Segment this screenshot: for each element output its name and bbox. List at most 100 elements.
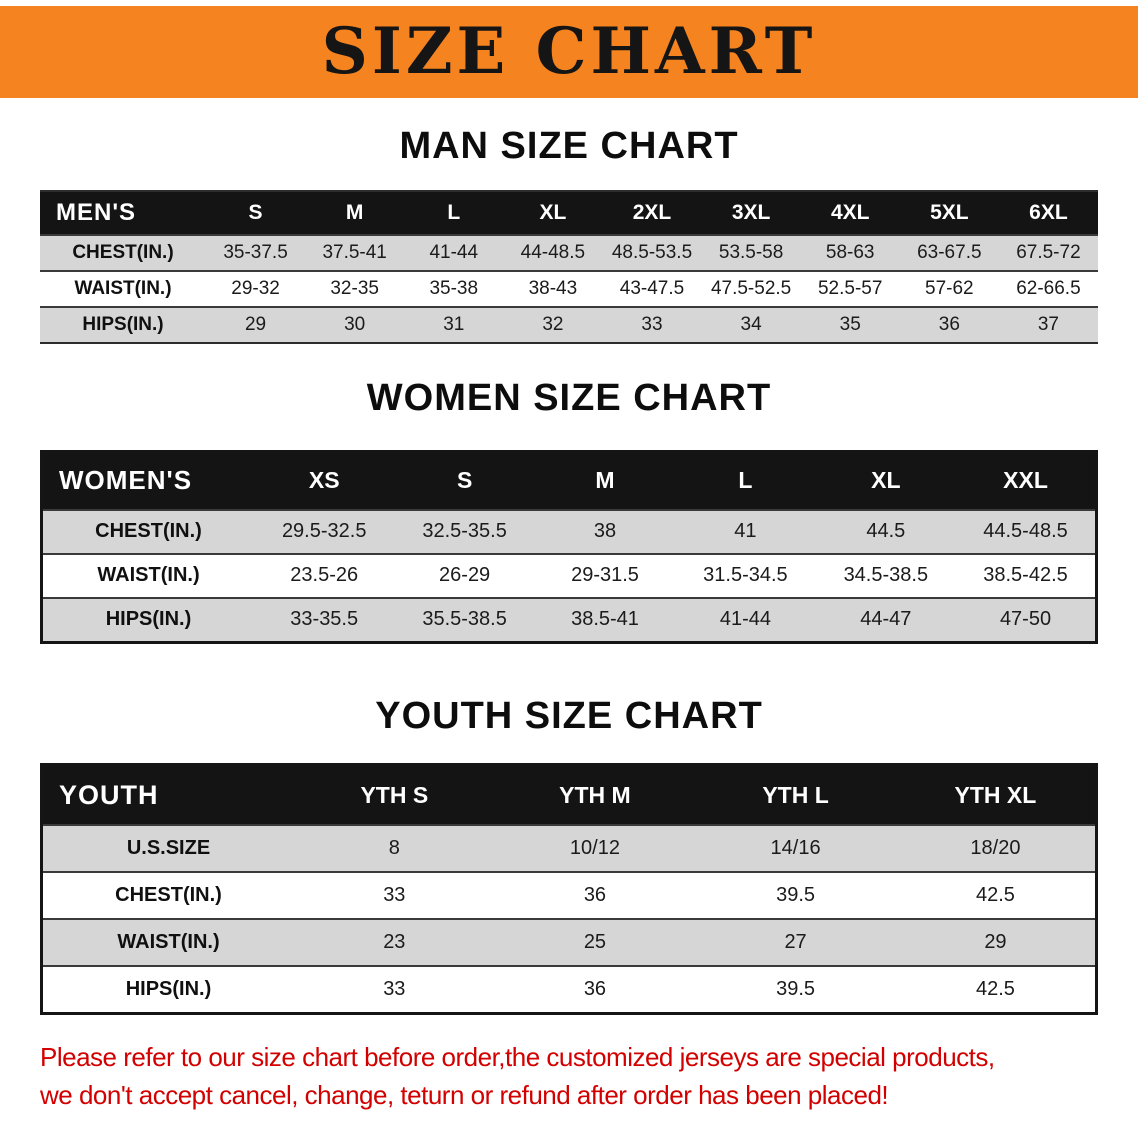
women-section-heading: WOMEN SIZE CHART <box>366 376 772 419</box>
value-cell: 35-37.5 <box>223 241 288 263</box>
size-column-header: S <box>394 451 535 510</box>
size-column-header: L <box>404 190 504 235</box>
measurement-row: WAIST(IN.) 29-32 32-35 35-38 38-43 43-47.5 47.… <box>40 270 1098 307</box>
women-size-table: WOMEN'S XS S M L XL XXL CHEST(IN.) 29.5-32.5 32.5… <box>40 449 1098 644</box>
size-column-header: M <box>305 190 405 235</box>
women-size-chart-section: WOMEN SIZE CHART WOMEN'S XS S M L XL XXL CHEST(… <box>0 376 1138 644</box>
size-column-header: 3XL <box>701 190 801 235</box>
value-cell: 32-35 <box>330 277 379 299</box>
row-label-cell: WAIST(IN.) <box>97 564 200 587</box>
value-cell: 10/12 <box>569 837 620 860</box>
value-cell: 57-62 <box>925 277 974 299</box>
size-column-header: L <box>675 451 816 510</box>
value-cell: 29 <box>244 313 267 335</box>
youth-size-table: YOUTH YTH S YTH M YTH L YTH XL U.S.SIZE 8 10/12… <box>40 763 1098 1016</box>
value-cell: 31.5-34.5 <box>703 564 788 587</box>
disclaimer: Please refer to our size chart before or… <box>40 1039 1098 1114</box>
value-cell: 44-48.5 <box>520 241 586 263</box>
page-title: SIZE CHART <box>321 14 817 89</box>
value-cell: 36 <box>583 978 607 1001</box>
value-cell: 67.5-72 <box>1016 241 1081 263</box>
size-column-header: 5XL <box>899 190 999 235</box>
value-cell: 63-67.5 <box>917 241 982 263</box>
measurement-row: WAIST(IN.) 23 25 27 29 <box>41 919 1097 967</box>
table-title-cell: MEN'S <box>40 190 206 235</box>
value-cell: 62-66.5 <box>1016 277 1081 299</box>
men-size-chart-section: MAN SIZE CHART MEN'S S M L XL 2XL 3XL 4XL 5XL 6XL… <box>0 125 1138 344</box>
value-cell: 33 <box>383 884 406 907</box>
value-cell: 47-50 <box>999 608 1052 631</box>
size-column-header: YTH M <box>494 764 696 826</box>
men-section-heading: MAN SIZE CHART <box>399 125 739 167</box>
row-label-cell: WAIST(IN.) <box>117 931 220 954</box>
row-label-cell: HIPS(IN.) <box>105 608 192 631</box>
row-label-cell: CHEST(IN.) <box>95 520 202 543</box>
value-cell: 29-32 <box>231 277 280 299</box>
value-cell: 39.5 <box>776 978 816 1001</box>
disclaimer-line-1: Please refer to our size chart before or… <box>40 1042 995 1073</box>
value-cell: 35.5-38.5 <box>422 608 507 631</box>
value-cell: 23.5-26 <box>290 564 359 587</box>
value-cell: 48.5-53.5 <box>611 241 693 263</box>
value-cell: 29.5-32.5 <box>281 520 367 543</box>
measurement-row: HIPS(IN.) 29 30 31 32 33 34 35 36 37 <box>40 306 1098 343</box>
value-cell: 30 <box>344 313 366 335</box>
value-cell: 29-31.5 <box>571 564 639 587</box>
value-cell: 25 <box>583 931 607 954</box>
value-cell: 39.5 <box>776 884 816 907</box>
header-row: MEN'S S M L XL 2XL 3XL 4XL 5XL 6XL <box>40 190 1098 235</box>
value-cell: 42.5 <box>975 978 1015 1001</box>
size-column-header: 4XL <box>800 190 900 235</box>
table-title-cell: WOMEN'S <box>41 451 254 510</box>
disclaimer-line-2: we don't accept cancel, change, teturn o… <box>40 1080 889 1111</box>
table-title-cell: YOUTH <box>41 764 294 826</box>
value-cell: 44.5 <box>866 520 906 543</box>
value-cell: 37.5-41 <box>322 241 387 263</box>
value-cell: 33 <box>383 978 406 1001</box>
value-cell: 32.5-35.5 <box>422 520 507 543</box>
measurement-row: CHEST(IN.) 35-37.5 37.5-41 41-44 44-48.5 48.5… <box>40 234 1098 271</box>
value-cell: 29 <box>984 931 1007 954</box>
value-cell: 33 <box>641 313 663 335</box>
value-cell: 43-47.5 <box>619 277 685 299</box>
value-cell: 36 <box>583 884 607 907</box>
size-column-header: YTH XL <box>895 764 1097 826</box>
size-column-header: XL <box>503 190 603 235</box>
youth-section-heading: YOUTH SIZE CHART <box>375 694 763 737</box>
measurement-row: HIPS(IN.) 33 36 39.5 42.5 <box>41 966 1097 1014</box>
size-column-header: XL <box>815 451 957 510</box>
value-cell: 38.5-42.5 <box>983 564 1068 587</box>
value-cell: 44-47 <box>860 608 912 631</box>
size-column-header: 2XL <box>602 190 702 235</box>
size-column-header: S <box>206 190 306 235</box>
value-cell: 38.5-41 <box>571 608 639 631</box>
measurement-row: HIPS(IN.) 33-35.5 35.5-38.5 38.5-41 41-44 44-… <box>41 597 1097 643</box>
value-cell: 52.5-57 <box>817 277 883 299</box>
value-cell: 41-44 <box>429 241 479 263</box>
row-label-cell: CHEST(IN.) <box>115 884 222 907</box>
row-label-cell: HIPS(IN.) <box>82 313 164 335</box>
men-size-table: MEN'S S M L XL 2XL 3XL 4XL 5XL 6XL CHEST(IN.) 35-37… <box>40 189 1098 344</box>
value-cell: 33-35.5 <box>290 608 359 631</box>
size-column-header: M <box>534 451 676 510</box>
row-label-cell: CHEST(IN.) <box>72 241 174 263</box>
measurement-row: CHEST(IN.) 33 36 39.5 42.5 <box>41 872 1097 919</box>
value-cell: 42.5 <box>975 884 1015 907</box>
value-cell: 47.5-52.5 <box>710 277 792 299</box>
size-column-header: XXL <box>956 451 1097 510</box>
value-cell: 41 <box>734 520 757 543</box>
size-column-header: YTH S <box>294 764 495 826</box>
row-label-cell: HIPS(IN.) <box>125 978 212 1001</box>
row-label-cell: WAIST(IN.) <box>74 277 172 299</box>
header-row: YOUTH YTH S YTH M YTH L YTH XL <box>41 764 1097 826</box>
value-cell: 35-38 <box>429 277 479 299</box>
value-cell: 14/16 <box>770 837 821 860</box>
value-cell: 44.5-48.5 <box>983 520 1068 543</box>
value-cell: 53.5-58 <box>718 241 784 263</box>
value-cell: 27 <box>784 931 807 954</box>
value-cell: 8 <box>388 837 400 860</box>
measurement-row: WAIST(IN.) 23.5-26 26-29 29-31.5 31.5-34.5 34… <box>41 553 1097 598</box>
value-cell: 37 <box>1037 313 1059 335</box>
value-cell: 35 <box>839 313 861 335</box>
